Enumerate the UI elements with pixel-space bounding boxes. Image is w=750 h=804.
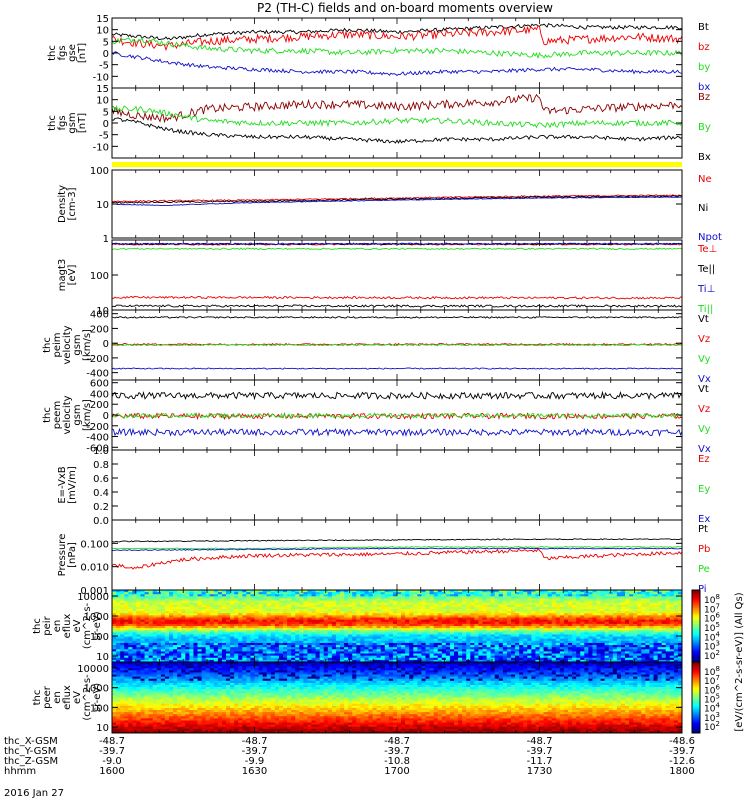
legend-label-Te⊥: Te⊥ [697, 244, 717, 255]
y-axis-label-line: [eV] [67, 265, 78, 286]
y-tick-label: -200 [86, 422, 109, 433]
y-tick-label: -200 [86, 354, 109, 365]
y-tick-label: 0 [103, 411, 109, 422]
y-tick-label: 0 [103, 119, 109, 130]
y-axis-label-temperature: magt3[eV] [57, 259, 78, 292]
series-line-Vt [112, 317, 682, 319]
series-line-Vz [112, 413, 682, 418]
y-tick-label: 200 [90, 400, 109, 411]
series-line-Pb [112, 549, 682, 570]
y-tick-label: 0 [103, 49, 109, 60]
series-line-Vt [112, 392, 682, 398]
y-tick-label: -10 [93, 72, 109, 83]
legend-label-Ey: Ey [698, 484, 710, 495]
legend-label-Ne: Ne [698, 174, 712, 185]
legend-label-Ti⊥: Ti⊥ [697, 284, 715, 295]
y-axis-label-density: Density[cm-3] [57, 185, 78, 223]
legend-label-Vt: Vt [698, 384, 709, 395]
legend-label-Bz: Bz [698, 92, 710, 103]
y-tick-label: -5 [99, 131, 109, 142]
panel-frame [112, 240, 682, 310]
y-tick-label: -10 [93, 142, 109, 153]
y-tick-label: 1.0 [93, 446, 109, 457]
series-line-bz [112, 26, 682, 50]
y-tick-label: 400 [90, 389, 109, 400]
series-line-Pt [112, 539, 682, 542]
series-line-Ti|| [112, 248, 682, 249]
y-tick-label: 10 [96, 200, 109, 211]
legend-label-Vz: Vz [698, 404, 710, 415]
y-axis-label-pressure: Pressure[nPa] [57, 534, 78, 577]
panel-frame [112, 450, 682, 520]
series-line-by [112, 38, 682, 58]
y-tick-label: 0.010 [80, 563, 109, 574]
y-tick-label: 15 [96, 14, 109, 25]
y-tick-label: -400 [86, 433, 109, 444]
y-axis-label-line: [mV/m] [67, 466, 78, 504]
legend-label-By: By [698, 122, 711, 133]
legend-label-Pt: Pt [698, 524, 708, 535]
y-tick-label: 600 [90, 379, 109, 390]
series-line-Vx [112, 368, 682, 369]
y-tick-label: 0 [103, 339, 109, 350]
y-tick-label: 1 [103, 234, 109, 245]
y-tick-label: 5 [103, 37, 109, 48]
y-tick-label: 10 [96, 26, 109, 37]
y-tick-label: -5 [99, 61, 109, 72]
y-tick-label: 0.4 [93, 488, 109, 499]
legend-label-bz: bz [698, 42, 710, 53]
legend-label-Npot: Npot [698, 232, 722, 243]
y-axis-label-efield: E=-VxB[mV/m] [57, 466, 78, 504]
y-tick-label: 15 [96, 84, 109, 95]
y-tick-label: 0.6 [93, 474, 109, 485]
legend-label-Te||: Te|| [697, 264, 715, 275]
panel-density: Density[cm-3] 1 10 100 Ne Ni Npot [57, 166, 722, 245]
y-axis-label-line: [nT] [77, 113, 88, 133]
legend-label-by: by [698, 62, 710, 73]
y-tick-label: 0.2 [93, 502, 109, 513]
series-line-bx [112, 52, 682, 76]
y-axis-label-line: [nT] [77, 43, 88, 63]
y-tick-label: 100 [90, 166, 109, 177]
legend-label-Vy: Vy [698, 424, 711, 435]
series-line-Te⊥ low [112, 296, 682, 299]
figure-title: P2 (TH-C) fields and on-board moments ov… [257, 1, 553, 15]
legend-label-Ez: Ez [698, 454, 710, 465]
series-line-Vx [112, 429, 682, 436]
y-tick-label: 100 [90, 271, 109, 282]
legend-label-Bx: Bx [698, 152, 711, 163]
y-tick-label: 0.100 [80, 539, 109, 550]
legend-label-Vz: Vz [698, 334, 710, 345]
series-line-Ni [112, 196, 682, 204]
y-tick-label: 200 [90, 324, 109, 335]
y-axis-label-line: [cm-3] [67, 187, 78, 220]
legend-label-Ni: Ni [698, 203, 708, 214]
legend-label-Vt: Vt [698, 314, 709, 325]
y-tick-label: 0.8 [93, 460, 109, 471]
y-axis-label-line: [nPa] [67, 542, 78, 568]
legend-label-Pb: Pb [698, 544, 710, 555]
legend-label-Vy: Vy [698, 354, 711, 365]
y-tick-label: 0.0 [93, 516, 109, 527]
series-line-Ne [112, 195, 682, 202]
y-tick-label: 5 [103, 107, 109, 118]
y-tick-label: 10 [96, 96, 109, 107]
legend-label-Pe: Pe [698, 564, 710, 575]
y-tick-label: 400 [90, 310, 109, 321]
legend-label-Bt: Bt [698, 22, 709, 33]
